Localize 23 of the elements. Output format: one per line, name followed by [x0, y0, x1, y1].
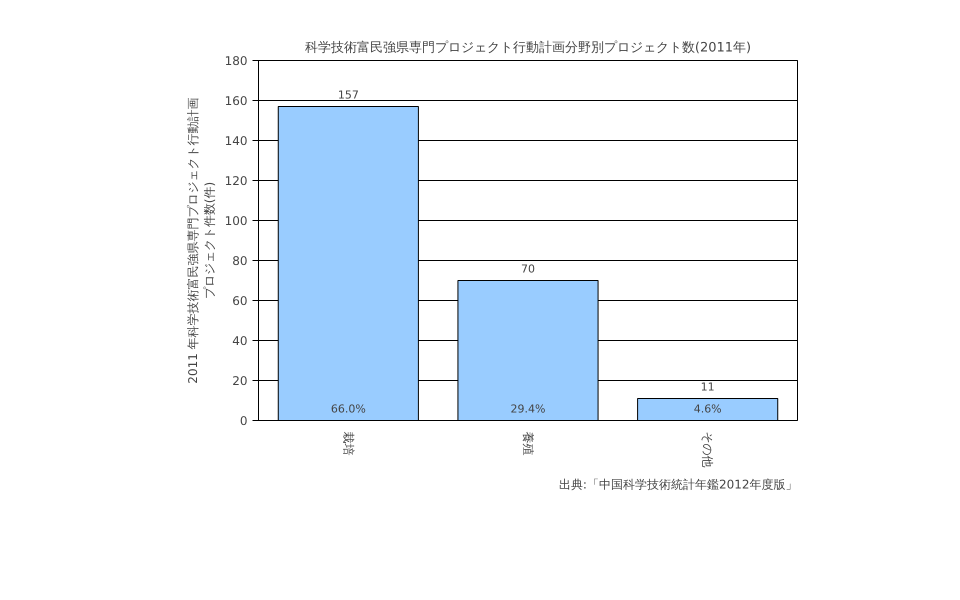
annotation: 66.0%: [330, 402, 366, 416]
y-tick-label: 160: [224, 94, 248, 108]
x-tick-label: 養殖: [521, 432, 535, 456]
y-tick-label: 180: [224, 54, 248, 68]
data-label: 157: [338, 88, 359, 102]
x-tick-label: 栽培: [341, 432, 356, 456]
y-tick-label: 0: [240, 414, 248, 428]
y-tick-label: 80: [232, 254, 248, 268]
y-tick-label: 40: [232, 334, 248, 348]
annotation: 4.6%: [694, 402, 722, 416]
y-tick-label: 20: [232, 374, 248, 388]
y-tick-label: 100: [224, 214, 248, 228]
chart-title: 科学技術富民強県専門プロジェクト行動計画分野別プロジェクト数(2011年): [304, 40, 752, 56]
x-tick-label: その他: [700, 432, 715, 468]
source-note: 出典:「中国科学技術統計年鑑2012年度版」: [558, 478, 798, 492]
y-tick-label: 60: [232, 294, 248, 308]
bar: [637, 398, 778, 420]
y-tick-label: 140: [224, 134, 248, 148]
annotation: 29.4%: [510, 402, 546, 416]
data-label: 70: [521, 262, 535, 276]
y-axis-title: 2011 年科学技術富民強県専門プロジェクト行動計画プロジェクト件数(件): [186, 97, 217, 384]
y-tick-label: 120: [224, 174, 248, 188]
data-label: 11: [700, 380, 715, 394]
